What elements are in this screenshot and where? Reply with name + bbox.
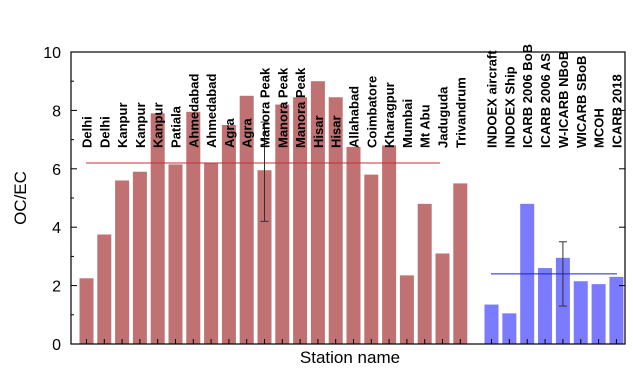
bar [239, 95, 254, 344]
bar [293, 97, 308, 344]
bar [609, 276, 624, 344]
category-label: Trivandrum [453, 77, 468, 148]
bar [328, 97, 343, 344]
bar [382, 145, 397, 344]
bar [484, 304, 499, 344]
category-label: Delhi [97, 116, 112, 148]
category-label: Kanpur [151, 103, 166, 149]
y-tick-label: 4 [52, 220, 61, 237]
category-label: INDOEX Ship [502, 66, 517, 148]
bar [502, 313, 517, 344]
y-tick-label: 10 [43, 45, 61, 62]
category-label: Agra [222, 118, 237, 148]
category-label: Patiala [169, 105, 184, 148]
bar [591, 284, 606, 344]
bar [275, 104, 290, 344]
x-axis-title: Station name [300, 348, 400, 367]
bar [364, 174, 379, 344]
category-label: Kanpur [115, 103, 130, 149]
bar [573, 281, 588, 344]
bar [538, 268, 553, 344]
bars-layer [79, 81, 624, 344]
category-label: Agra [240, 118, 255, 148]
category-label: Coimbatore [364, 76, 379, 148]
y-tick-label: 8 [52, 103, 61, 120]
bar [435, 253, 450, 344]
ticks-layer: 0 2 4 6 8 10 [43, 45, 625, 354]
bar [97, 234, 112, 344]
bar [221, 125, 236, 344]
category-label: Hisar [311, 115, 326, 148]
bar [417, 203, 432, 344]
y-tick-label: 0 [52, 337, 61, 354]
category-label: INDOEX aircraft [485, 50, 500, 148]
category-label: ICARB 2018 [609, 74, 624, 148]
category-label: MCOH [592, 108, 607, 148]
bar [186, 111, 201, 344]
mean-lines-layer [86, 162, 617, 275]
category-label: Jaduguda [436, 86, 451, 148]
bar [453, 183, 468, 344]
errorbars-layer [260, 121, 567, 307]
category-label: ICARB 2006 BoB [520, 44, 535, 148]
category-label: Manora Peak [275, 67, 290, 148]
category-label: Mt Abu [418, 104, 433, 148]
category-label: Kharagpur [382, 82, 397, 148]
category-label: ICARB 2006 AS [538, 53, 553, 148]
bar [79, 278, 94, 344]
category-label: Ahmedabad [204, 74, 219, 148]
category-label: W-ICARB NBoB [556, 51, 571, 148]
category-label: Allahabad [347, 86, 362, 148]
bar [150, 113, 165, 344]
category-label: Hisar [329, 115, 344, 148]
y-tick-label: 2 [52, 279, 61, 296]
bar [257, 170, 272, 344]
category-label: Kanpur [133, 103, 148, 149]
category-label: Ahmedabad [186, 74, 201, 148]
bar [346, 146, 361, 344]
bar [204, 162, 219, 344]
bar [399, 275, 414, 344]
category-label: Mumbai [400, 99, 415, 148]
category-label: Manora Peak [258, 67, 273, 148]
category-label: Delhi [80, 116, 95, 148]
category-label: WICARB SBoB [574, 56, 589, 148]
bar [168, 164, 183, 344]
y-tick-label: 6 [52, 162, 61, 179]
bar [115, 180, 130, 344]
category-labels-layer: Delhi Delhi Kanpur Kanpur Kanpur Patiala Ahmed… [80, 44, 625, 148]
y-axis-title: OC/EC [11, 171, 30, 225]
bar [132, 171, 147, 344]
category-label: Manora Peak [293, 67, 308, 148]
bar [310, 81, 325, 344]
